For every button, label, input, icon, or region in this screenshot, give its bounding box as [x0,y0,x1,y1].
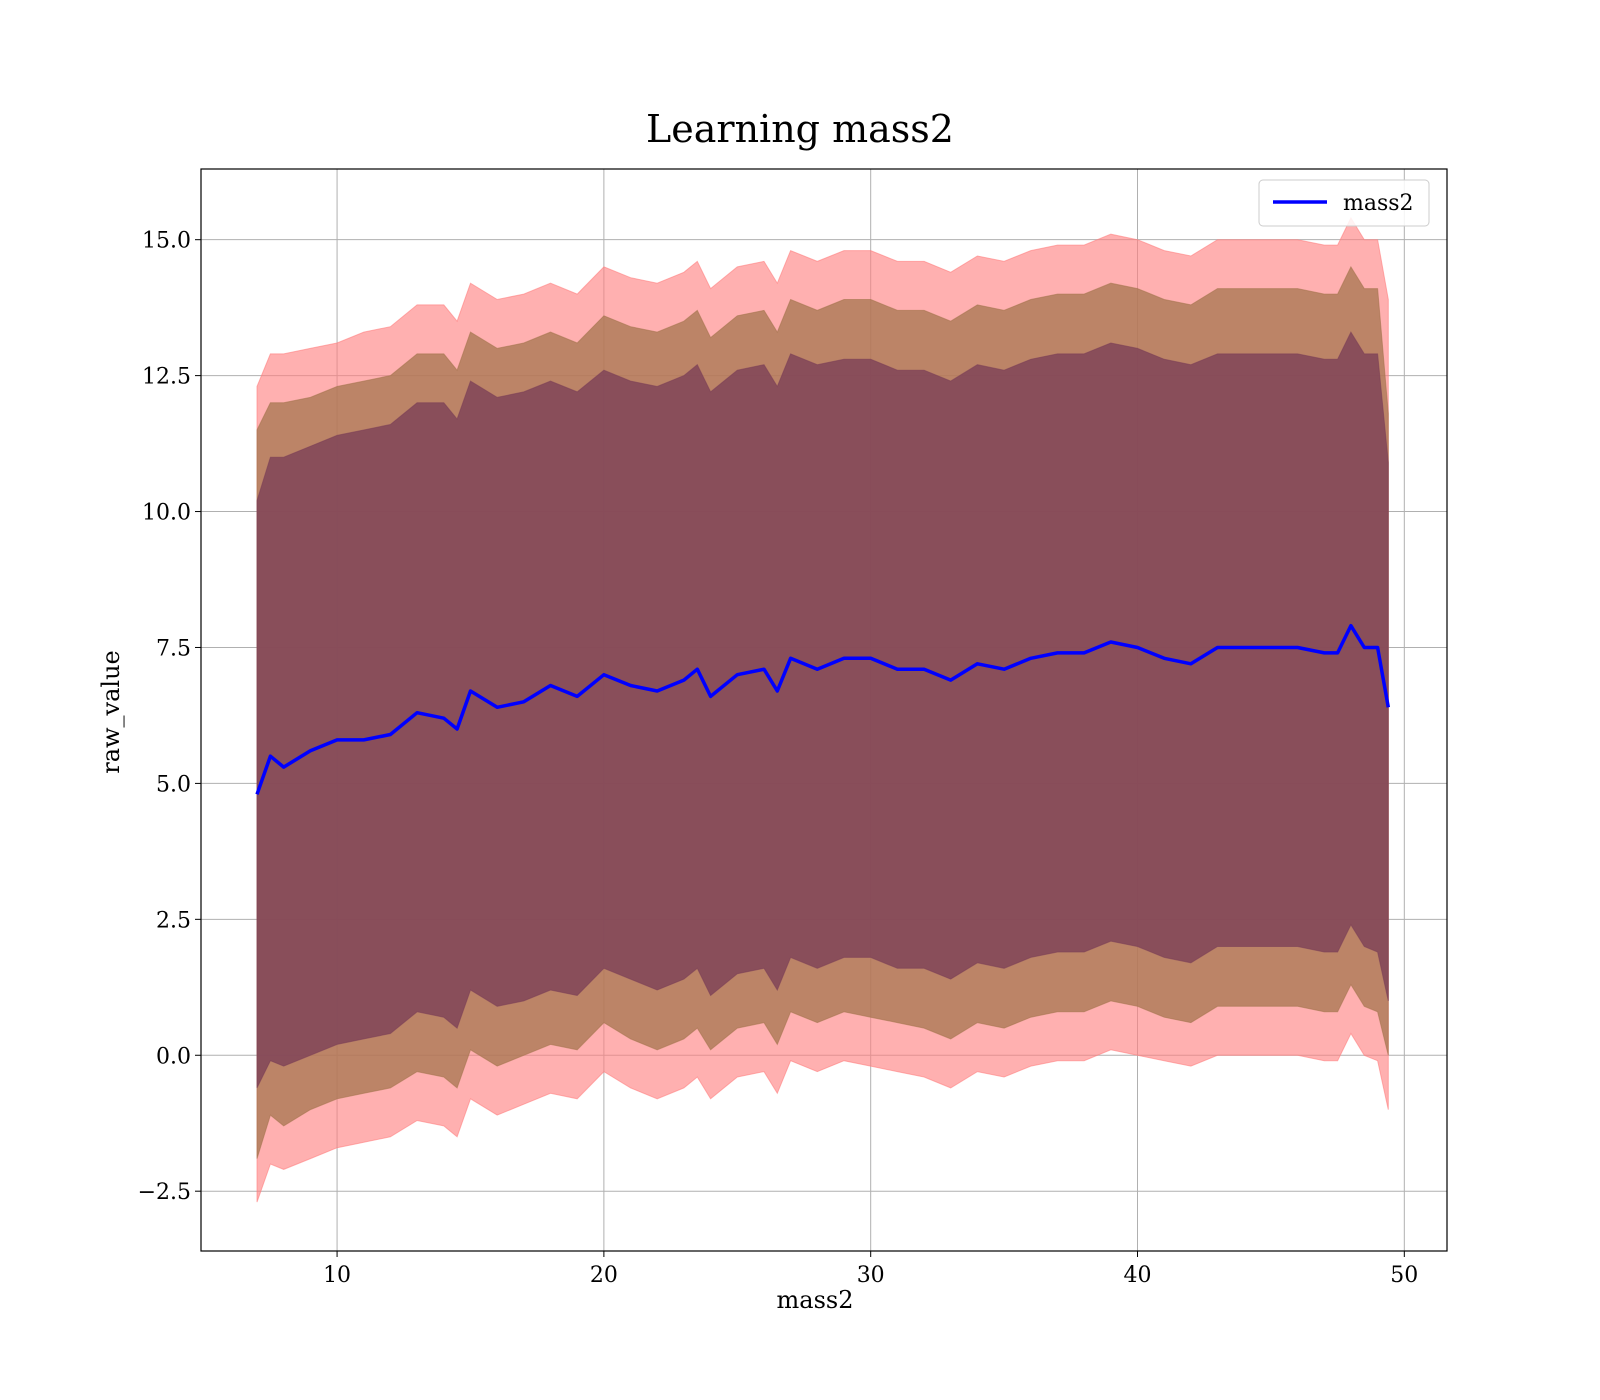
legend: mass2 [1258,179,1430,227]
x-tick-label: 10 [323,1263,351,1288]
legend-box [1258,179,1430,227]
x-axis-label: mass2 [777,1286,854,1314]
legend-label-mass2: mass2 [1343,191,1414,216]
x-tick-label: 30 [857,1263,885,1288]
y-tick-label: 7.5 [156,636,191,661]
y-tick-label: 2.5 [156,908,191,933]
tick-layer: 10 20 30 40 50 −2.5 0.0 2.5 5.0 7.5 10.0 12.5 15.0 [138,229,1419,1288]
y-tick-label: 15.0 [142,229,191,254]
y-tick-label: 0.0 [156,1044,191,1069]
line-layer [255,623,1391,795]
y-tick-label: −2.5 [138,1180,191,1205]
y-tick-label: 5.0 [156,772,191,797]
x-tick-label: 40 [1124,1263,1152,1288]
plot-frame [200,168,1448,1252]
y-tick-label: 10.0 [142,501,191,526]
y-tick-label: 12.5 [142,365,191,390]
chart-title: Learning mass2 [646,107,954,151]
x-tick-label: 50 [1390,1263,1418,1288]
x-tick-label: 20 [590,1263,618,1288]
band-inner [256,331,1389,1089]
band-layer [256,216,1389,1203]
series-line-mass2 [255,623,1391,795]
y-axis-label: raw_value [97,650,125,774]
